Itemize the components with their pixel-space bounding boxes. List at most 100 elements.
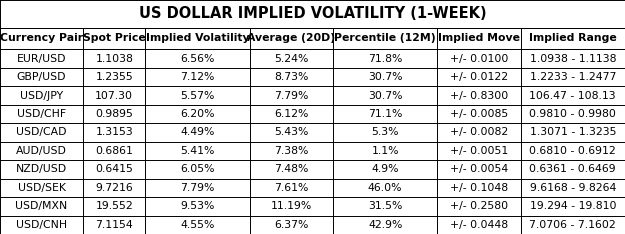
Bar — [83, 123, 146, 142]
Bar — [250, 28, 333, 49]
Bar — [521, 179, 625, 197]
Bar — [250, 123, 333, 142]
Text: Percentile (12M): Percentile (12M) — [334, 33, 436, 44]
Text: 19.552: 19.552 — [96, 201, 133, 211]
Text: 6.37%: 6.37% — [274, 220, 309, 230]
Text: 9.7216: 9.7216 — [96, 183, 133, 193]
Bar — [438, 86, 521, 105]
Text: +/- 0.0051: +/- 0.0051 — [450, 146, 508, 156]
Text: +/- 0.8300: +/- 0.8300 — [450, 91, 508, 101]
Bar — [146, 86, 250, 105]
Text: Implied Range: Implied Range — [529, 33, 617, 44]
Bar — [0, 86, 83, 105]
Text: 5.24%: 5.24% — [274, 54, 309, 64]
Bar — [333, 179, 437, 197]
Bar — [250, 197, 333, 216]
Text: 9.53%: 9.53% — [181, 201, 215, 211]
Text: 1.1%: 1.1% — [371, 146, 399, 156]
Text: 6.05%: 6.05% — [180, 164, 215, 174]
Bar — [250, 160, 333, 179]
Bar — [521, 49, 625, 68]
Bar — [250, 216, 333, 234]
Text: 7.1154: 7.1154 — [96, 220, 133, 230]
Text: 1.3071 - 1.3235: 1.3071 - 1.3235 — [529, 128, 616, 137]
Text: 6.20%: 6.20% — [180, 109, 215, 119]
Bar — [83, 197, 146, 216]
Text: +/- 0.2580: +/- 0.2580 — [450, 201, 508, 211]
Bar — [83, 142, 146, 160]
Bar — [146, 197, 250, 216]
Bar — [146, 68, 250, 86]
Bar — [521, 105, 625, 123]
Text: 1.3153: 1.3153 — [96, 128, 133, 137]
Bar — [0, 179, 83, 197]
Text: 4.9%: 4.9% — [371, 164, 399, 174]
Bar — [438, 105, 521, 123]
Text: +/- 0.0054: +/- 0.0054 — [450, 164, 508, 174]
Bar — [83, 49, 146, 68]
Text: 30.7%: 30.7% — [368, 72, 402, 82]
Text: 0.6810 - 0.6912: 0.6810 - 0.6912 — [529, 146, 616, 156]
Bar — [521, 216, 625, 234]
Bar — [83, 28, 146, 49]
Text: 0.9895: 0.9895 — [96, 109, 133, 119]
Text: 7.79%: 7.79% — [181, 183, 215, 193]
Text: NZD/USD: NZD/USD — [16, 164, 67, 174]
Bar — [438, 142, 521, 160]
Text: 1.1038: 1.1038 — [96, 54, 133, 64]
Text: USD/JPY: USD/JPY — [20, 91, 63, 101]
Bar — [521, 28, 625, 49]
Bar — [83, 216, 146, 234]
Text: Implied Volatility: Implied Volatility — [146, 33, 249, 44]
Bar — [250, 68, 333, 86]
Bar — [0, 142, 83, 160]
Text: 1.2233 - 1.2477: 1.2233 - 1.2477 — [529, 72, 616, 82]
Text: Implied Move: Implied Move — [438, 33, 520, 44]
Text: 7.38%: 7.38% — [274, 146, 309, 156]
Bar — [438, 216, 521, 234]
Text: USD/MXN: USD/MXN — [16, 201, 68, 211]
Bar — [521, 123, 625, 142]
Bar — [146, 179, 250, 197]
Bar — [83, 105, 146, 123]
Text: 1.2355: 1.2355 — [96, 72, 133, 82]
Text: 8.73%: 8.73% — [274, 72, 309, 82]
Bar — [438, 160, 521, 179]
Text: Currency Pair: Currency Pair — [0, 33, 83, 44]
Text: 19.294 - 19.810: 19.294 - 19.810 — [529, 201, 616, 211]
Bar — [146, 160, 250, 179]
Bar — [333, 105, 437, 123]
Text: 0.6415: 0.6415 — [96, 164, 133, 174]
Bar — [250, 86, 333, 105]
Text: 7.0706 - 7.1602: 7.0706 - 7.1602 — [529, 220, 616, 230]
Text: 107.30: 107.30 — [95, 91, 133, 101]
Bar — [521, 68, 625, 86]
Bar — [438, 68, 521, 86]
Bar — [0, 68, 83, 86]
Bar — [333, 49, 437, 68]
Text: 30.7%: 30.7% — [368, 91, 402, 101]
Text: 31.5%: 31.5% — [368, 201, 402, 211]
Text: 0.6361 - 0.6469: 0.6361 - 0.6469 — [529, 164, 616, 174]
Text: 71.1%: 71.1% — [368, 109, 402, 119]
Text: Average (20D): Average (20D) — [248, 33, 336, 44]
Bar — [146, 142, 250, 160]
Bar — [83, 160, 146, 179]
Text: USD/CNH: USD/CNH — [16, 220, 67, 230]
Bar — [146, 216, 250, 234]
Bar — [521, 197, 625, 216]
Text: 106.47 - 108.13: 106.47 - 108.13 — [529, 91, 616, 101]
Text: 6.56%: 6.56% — [181, 54, 215, 64]
Bar — [0, 123, 83, 142]
Text: 5.43%: 5.43% — [274, 128, 309, 137]
Text: 11.19%: 11.19% — [271, 201, 312, 211]
Bar — [333, 28, 437, 49]
Bar — [250, 142, 333, 160]
Text: 4.49%: 4.49% — [181, 128, 215, 137]
Text: USD/CAD: USD/CAD — [16, 128, 67, 137]
Text: USD/CHF: USD/CHF — [17, 109, 66, 119]
Bar — [0, 197, 83, 216]
Bar — [0, 49, 83, 68]
Text: +/- 0.1048: +/- 0.1048 — [450, 183, 508, 193]
Bar — [0, 0, 625, 28]
